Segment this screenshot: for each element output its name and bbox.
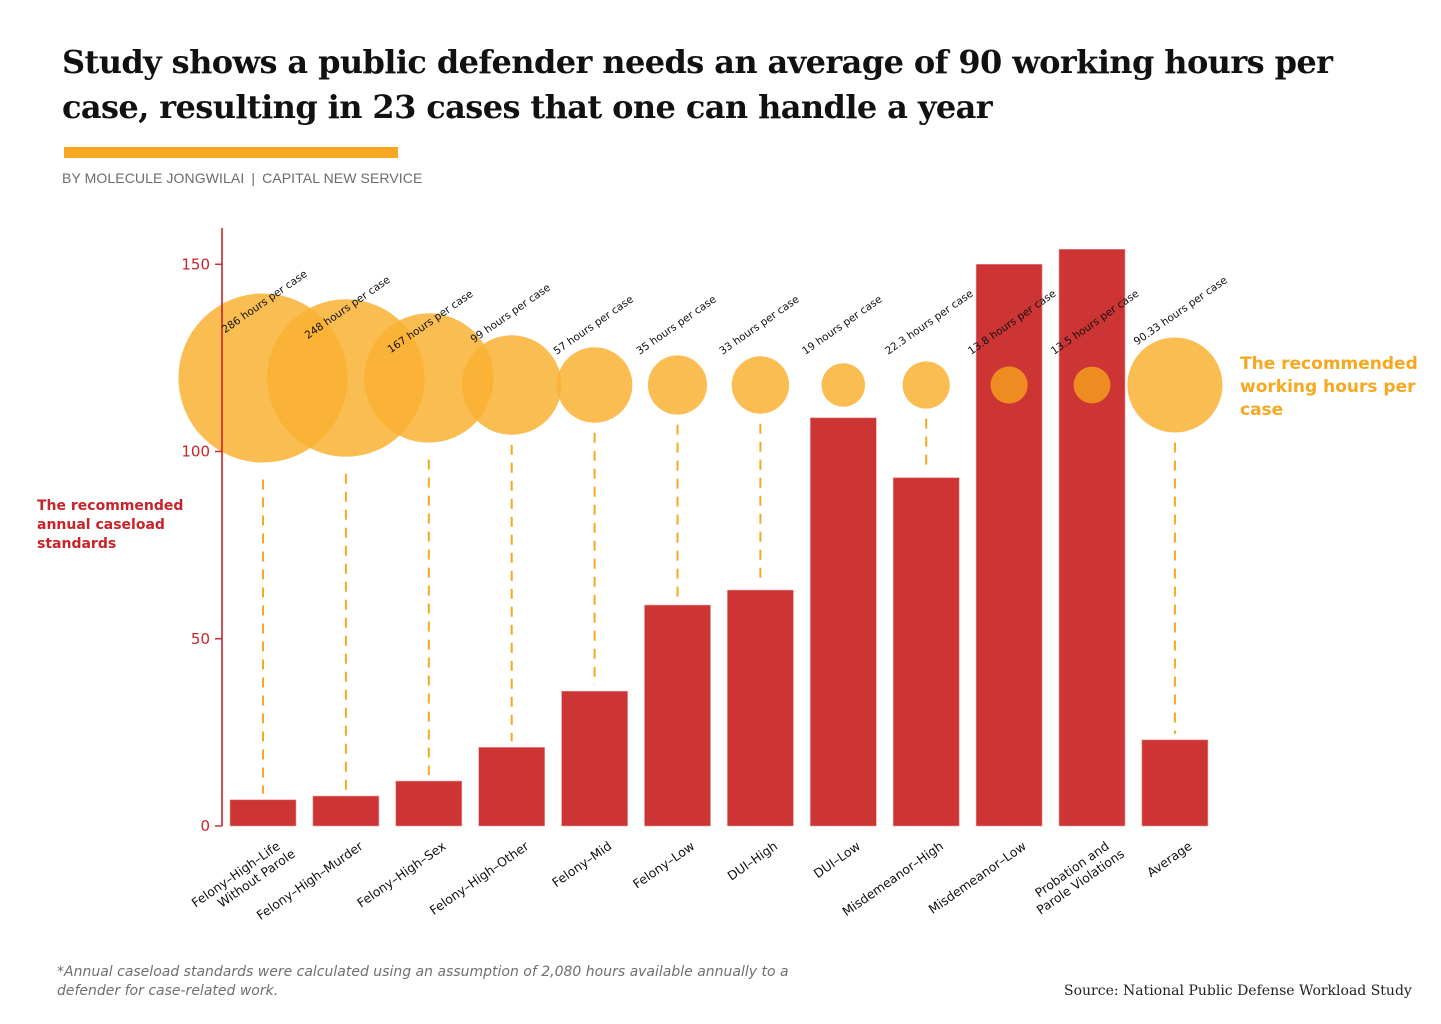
bubble — [461, 335, 562, 435]
bubble-series-label: The recommended working hours per case — [1240, 354, 1418, 420]
bar — [1058, 248, 1126, 827]
x-tick-label: Felony–High–LifeWithout Parole — [189, 833, 299, 922]
bar-layer — [229, 248, 1209, 827]
bubble — [647, 355, 708, 415]
y-axis-series-label: The recommended annual caseload standard… — [37, 498, 184, 552]
bubble — [731, 356, 790, 414]
title-accent-bar — [64, 147, 398, 158]
x-tick-label-line: Felony–Mid — [549, 838, 614, 890]
x-tick-label-line: DUI–Low — [811, 838, 863, 881]
x-tick-label: Felony–Low — [630, 838, 697, 891]
y-axis: 0 50 100 150 — [181, 228, 223, 835]
x-tick-label: DUI–High — [724, 838, 780, 883]
bar — [312, 795, 380, 827]
y-tick-label: 50 — [191, 630, 210, 648]
bar — [1141, 739, 1209, 827]
source-note: Source: National Public Defense Workload… — [1064, 983, 1412, 999]
hours-per-case-label: 35 hours per case — [634, 293, 718, 357]
x-tick-label: Felony–Mid — [549, 838, 614, 890]
bar — [395, 780, 463, 827]
footnote: *Annual caseload standards were calculat… — [57, 964, 789, 999]
bubble — [556, 347, 633, 423]
x-tick-label: Average — [1144, 838, 1195, 880]
hours-per-case-label: 90.33 hours per case — [1132, 274, 1230, 348]
hours-per-case-label: 22.3 hours per case — [883, 288, 975, 358]
x-tick-label: DUI–Low — [811, 838, 863, 881]
byline: BY MOLECULE JONGWILAI | CAPITAL NEW SERVIC… — [62, 170, 422, 186]
bar — [478, 747, 546, 827]
byline-outlet: CAPITAL NEW SERVICE — [262, 170, 423, 186]
x-tick-label-line: DUI–High — [724, 838, 780, 883]
bubble — [364, 313, 494, 443]
chart-title: Study shows a public defender needs an a… — [62, 43, 1333, 126]
y-tick-label: 100 — [181, 443, 210, 461]
bubble — [1127, 337, 1223, 433]
y-tick-label: 0 — [200, 817, 210, 835]
x-tick-label-line: Average — [1144, 838, 1195, 880]
hours-per-case-label: 33 hours per case — [717, 293, 801, 357]
bar — [892, 477, 960, 827]
y-tick-label: 150 — [181, 255, 210, 273]
bubble — [1073, 366, 1111, 404]
byline-separator: | — [251, 170, 256, 186]
connector-layer — [262, 418, 1176, 794]
bar — [975, 263, 1043, 827]
byline-author: BY MOLECULE JONGWILAI — [62, 170, 245, 186]
category-label-layer: Felony–High–LifeWithout ParoleFelony–Hig… — [189, 833, 1195, 923]
bubble — [821, 363, 866, 407]
bubble-layer — [178, 293, 1223, 463]
bar — [229, 799, 297, 827]
bar — [727, 589, 794, 827]
bar — [561, 690, 628, 827]
x-tick-label-line: Felony–Low — [630, 838, 697, 891]
bubble — [990, 366, 1028, 404]
bar — [809, 417, 877, 827]
hours-per-case-label: 19 hours per case — [800, 293, 884, 357]
bubble — [902, 361, 950, 409]
x-tick-label: Probation andParole Violations — [1025, 834, 1127, 918]
bar — [644, 604, 711, 827]
